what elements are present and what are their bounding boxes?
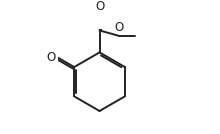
Text: O: O	[114, 21, 123, 34]
Text: O: O	[46, 51, 55, 64]
Text: O: O	[95, 0, 104, 13]
